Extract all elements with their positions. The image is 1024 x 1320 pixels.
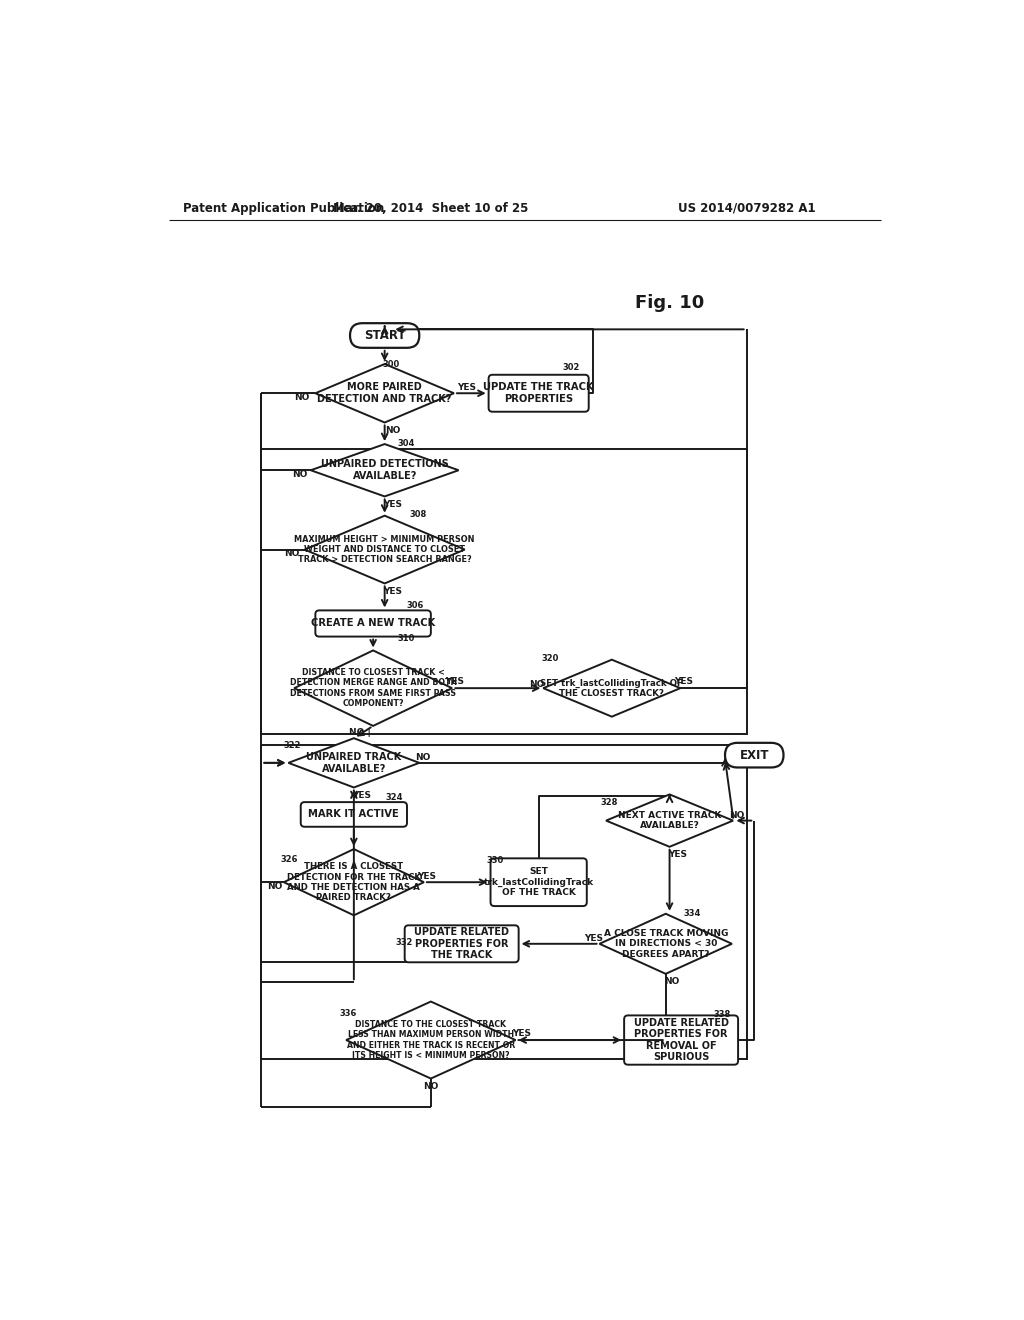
FancyBboxPatch shape [404,925,518,962]
Text: US 2014/0079282 A1: US 2014/0079282 A1 [678,202,815,215]
Text: 320: 320 [542,655,559,664]
Text: DISTANCE TO THE CLOSEST TRACK
LESS THAN MAXIMUM PERSON WIDTH
AND EITHER THE TRAC: DISTANCE TO THE CLOSEST TRACK LESS THAN … [347,1020,515,1060]
Text: Fig. 10: Fig. 10 [635,294,705,312]
Text: YES: YES [352,791,371,800]
Text: YES: YES [417,871,436,880]
Text: UNPAIRED DETECTIONS
AVAILABLE?: UNPAIRED DETECTIONS AVAILABLE? [321,459,449,480]
Text: YES: YES [383,500,401,508]
Text: 300: 300 [382,360,399,370]
Text: 308: 308 [410,510,426,519]
Text: 332: 332 [395,937,413,946]
Text: NO: NO [385,426,400,434]
Text: NO: NO [267,882,283,891]
Text: NO: NO [729,810,744,820]
Text: UPDATE THE TRACK
PROPERTIES: UPDATE THE TRACK PROPERTIES [483,383,594,404]
Text: 304: 304 [397,438,415,447]
Polygon shape [294,651,452,726]
Text: 324: 324 [385,793,402,803]
Text: NO: NO [294,392,309,401]
FancyBboxPatch shape [301,803,407,826]
Text: SET trk_lastCollidingTrack OF
THE CLOSEST TRACK?: SET trk_lastCollidingTrack OF THE CLOSES… [541,678,683,698]
Text: 330: 330 [486,857,504,865]
Text: YES: YES [585,935,603,942]
FancyBboxPatch shape [350,323,419,348]
Text: Mar. 20, 2014  Sheet 10 of 25: Mar. 20, 2014 Sheet 10 of 25 [333,202,528,215]
Text: 336: 336 [340,1008,357,1018]
Text: MORE PAIRED
DETECTION AND TRACK?: MORE PAIRED DETECTION AND TRACK? [317,383,452,404]
Text: CREATE A NEW TRACK: CREATE A NEW TRACK [311,619,435,628]
FancyBboxPatch shape [490,858,587,906]
Text: NO: NO [416,752,431,762]
Text: A CLOSE TRACK MOVING
IN DIRECTIONS < 30
DEGREES APART?: A CLOSE TRACK MOVING IN DIRECTIONS < 30 … [603,929,728,958]
Text: 338: 338 [714,1010,730,1019]
Text: 334: 334 [684,908,701,917]
Polygon shape [315,364,454,422]
Text: YES: YES [668,850,687,859]
Polygon shape [544,660,680,717]
Text: NEXT ACTIVE TRACK
AVAILABLE?: NEXT ACTIVE TRACK AVAILABLE? [617,810,721,830]
Polygon shape [346,1002,515,1078]
Text: NO: NO [292,470,307,479]
Text: 302: 302 [562,363,580,372]
FancyBboxPatch shape [488,375,589,412]
Polygon shape [304,516,465,583]
Text: 322: 322 [284,742,301,750]
Polygon shape [289,738,419,788]
Text: NO: NO [529,680,545,689]
FancyBboxPatch shape [315,610,431,636]
Text: NO: NO [285,549,300,558]
Text: THERE IS A CLOSEST
DETECTION FOR THE TRACK
AND THE DETECTION HAS A
PAIRED TRACK?: THERE IS A CLOSEST DETECTION FOR THE TRA… [287,862,421,903]
Text: YES: YES [445,677,464,686]
Text: MARK IT ACTIVE: MARK IT ACTIVE [308,809,399,820]
Text: NO |: NO | [349,729,371,738]
Polygon shape [310,444,459,496]
Text: NO: NO [665,977,680,986]
Text: NO: NO [423,1082,438,1090]
Text: YES: YES [674,677,693,686]
Text: DISTANCE TO CLOSEST TRACK <
DETECTION MERGE RANGE AND BOTH
DETECTIONS FROM SAME : DISTANCE TO CLOSEST TRACK < DETECTION ME… [290,668,457,709]
Text: UPDATE RELATED
PROPERTIES FOR
THE TRACK: UPDATE RELATED PROPERTIES FOR THE TRACK [414,927,509,961]
Text: Patent Application Publication: Patent Application Publication [183,202,384,215]
Text: YES: YES [512,1030,531,1039]
FancyBboxPatch shape [725,743,783,767]
Text: 328: 328 [601,797,618,807]
Text: YES: YES [383,586,401,595]
Text: 326: 326 [281,854,298,863]
Polygon shape [284,849,424,915]
FancyBboxPatch shape [625,1015,738,1065]
Text: UPDATE RELATED
PROPERTIES FOR
REMOVAL OF
SPURIOUS: UPDATE RELATED PROPERTIES FOR REMOVAL OF… [634,1018,729,1063]
Text: EXIT: EXIT [739,748,769,762]
Text: 310: 310 [397,635,415,643]
Text: 306: 306 [407,601,424,610]
Text: YES: YES [457,383,476,392]
Polygon shape [606,795,733,847]
Text: START: START [364,329,406,342]
Text: SET
trk_lastCollidingTrack
OF THE TRACK: SET trk_lastCollidingTrack OF THE TRACK [483,867,594,898]
Polygon shape [599,913,732,974]
Text: UNPAIRED TRACK
AVAILABLE?: UNPAIRED TRACK AVAILABLE? [306,752,401,774]
Text: MAXIMUM HEIGHT > MINIMUM PERSON
WEIGHT AND DISTANCE TO CLOSET
TRACK > DETECTION : MAXIMUM HEIGHT > MINIMUM PERSON WEIGHT A… [295,535,475,565]
